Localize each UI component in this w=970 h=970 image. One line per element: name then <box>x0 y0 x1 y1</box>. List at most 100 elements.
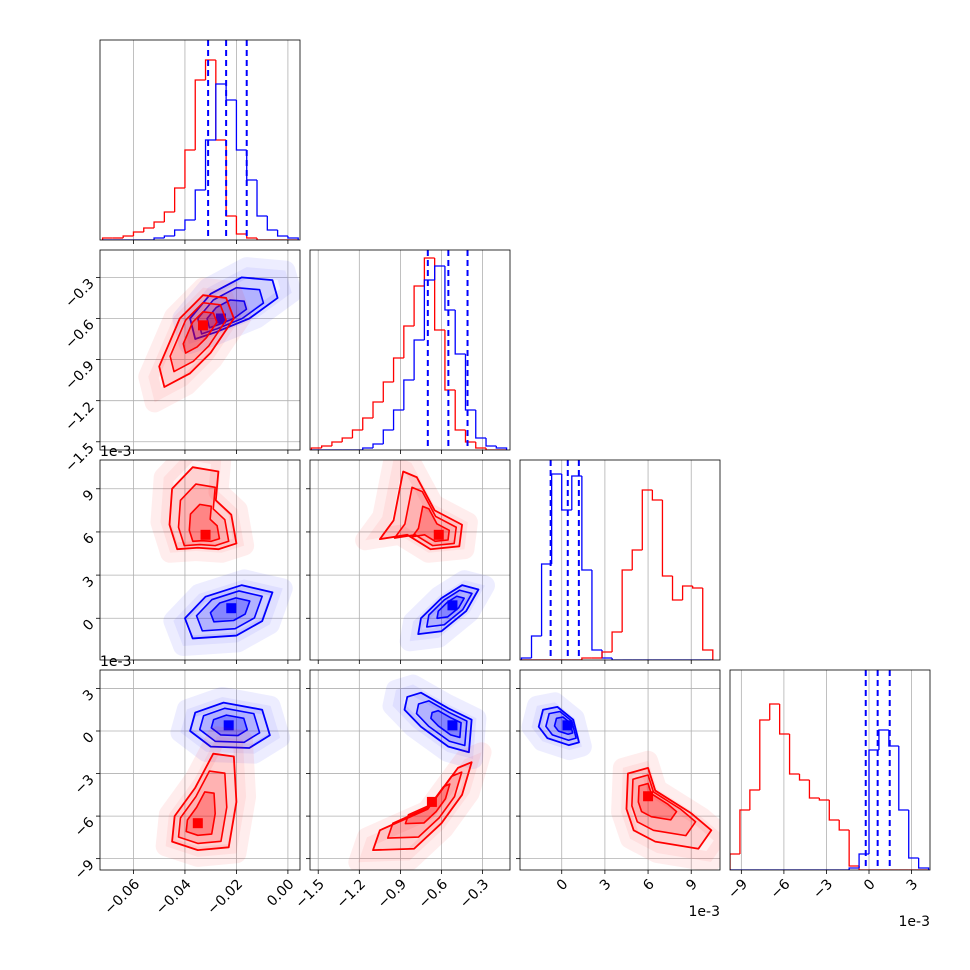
histogram-step <box>551 473 562 564</box>
panel <box>101 40 299 240</box>
y-tick-label: 3 <box>80 687 98 705</box>
histogram-step <box>215 60 227 141</box>
histogram-step <box>163 235 175 238</box>
histogram-step <box>681 585 693 600</box>
histogram-step <box>351 429 363 438</box>
histogram-step <box>403 325 415 358</box>
histogram-step <box>464 430 476 443</box>
histogram-step <box>798 774 810 781</box>
histogram-step <box>540 563 552 636</box>
density-peak <box>433 529 444 540</box>
histogram-step <box>153 237 165 240</box>
histogram-step <box>423 279 435 340</box>
density-peak <box>200 529 211 540</box>
contour-outer <box>372 761 473 852</box>
panel-frame <box>99 249 301 451</box>
histogram-step <box>702 588 714 660</box>
contour-inner <box>169 301 227 373</box>
histogram-step <box>184 149 196 188</box>
histogram-step <box>475 442 487 449</box>
histogram-step <box>661 500 673 577</box>
x-tick-label: −0.6 <box>416 876 451 911</box>
x-tick-label: −0.9 <box>375 876 410 911</box>
histogram-step <box>434 265 445 280</box>
histogram-step <box>235 100 247 151</box>
panel <box>730 670 930 870</box>
histogram-step <box>276 230 288 237</box>
histogram-step <box>848 867 860 870</box>
histogram-step <box>194 79 206 150</box>
panel <box>520 670 720 870</box>
histogram-step <box>571 475 582 510</box>
x-tick-label: 0 <box>861 876 879 894</box>
histogram-step <box>641 489 653 550</box>
y-tick-label: −9 <box>72 857 98 883</box>
x-tick-label: −0.04 <box>153 876 195 918</box>
histogram-step <box>651 490 663 501</box>
histogram-step <box>153 221 165 228</box>
histogram-step <box>475 410 487 439</box>
y-tick-label: −3 <box>72 772 98 798</box>
histogram-step <box>464 354 476 411</box>
histogram-step <box>341 437 353 442</box>
y-tick-label: 0 <box>80 617 98 635</box>
histogram-step <box>581 657 592 660</box>
y-tick-label: −1.2 <box>62 399 97 434</box>
histogram-step <box>256 180 268 217</box>
histogram-step <box>266 216 278 231</box>
histogram-step <box>331 441 343 446</box>
histogram-step <box>310 447 322 450</box>
y-tick-label: −1.5 <box>62 440 97 475</box>
histogram-step <box>423 257 435 286</box>
x-tick-label: 9 <box>683 876 701 894</box>
contour-core <box>182 310 218 354</box>
x-tick-label: −1.5 <box>293 876 328 911</box>
y-tick-label: −0.3 <box>62 276 97 311</box>
histogram-step <box>611 631 623 652</box>
histogram-step <box>485 448 497 450</box>
histogram-step <box>898 746 909 811</box>
density-peak <box>447 720 458 731</box>
panel <box>100 460 300 660</box>
histogram-step <box>848 830 860 867</box>
contour-inner <box>415 700 468 747</box>
histogram-step <box>739 809 750 854</box>
histogram-step <box>788 734 800 775</box>
density-peak <box>426 796 437 807</box>
x-tick-label: 3 <box>597 876 615 894</box>
x-tick-label: −0.06 <box>101 876 143 918</box>
histogram-step <box>163 211 175 222</box>
histogram-step <box>132 231 144 236</box>
histogram-step <box>591 570 603 651</box>
histogram-step <box>908 810 919 859</box>
histogram-step <box>173 187 185 212</box>
histogram-step <box>671 576 683 601</box>
panel-frame <box>99 459 301 661</box>
x-tick-label: −3 <box>810 876 836 902</box>
histogram-step <box>204 139 216 190</box>
histogram-step <box>235 216 247 235</box>
histogram-step <box>769 703 780 720</box>
histogram-step <box>194 189 206 220</box>
histogram-step <box>818 798 830 801</box>
y-tick-label: 0 <box>80 729 98 747</box>
y-tick-label: 6 <box>80 530 98 548</box>
histogram-step <box>362 417 374 430</box>
density-peak <box>562 720 573 731</box>
x-tick-label: 6 <box>640 876 658 894</box>
histogram-step <box>372 443 384 448</box>
histogram-step <box>828 800 840 821</box>
panel-frame <box>519 459 721 661</box>
panel <box>310 460 510 660</box>
histogram-step <box>444 266 456 311</box>
panel-frame <box>729 669 931 871</box>
histogram-step <box>631 549 643 570</box>
histogram-step <box>392 409 404 430</box>
density-peak <box>447 600 458 611</box>
scatter-halo <box>355 460 478 563</box>
histogram-step <box>403 379 415 410</box>
contour-inner <box>177 483 230 547</box>
histogram-step <box>485 438 497 447</box>
histogram-step <box>778 704 790 735</box>
